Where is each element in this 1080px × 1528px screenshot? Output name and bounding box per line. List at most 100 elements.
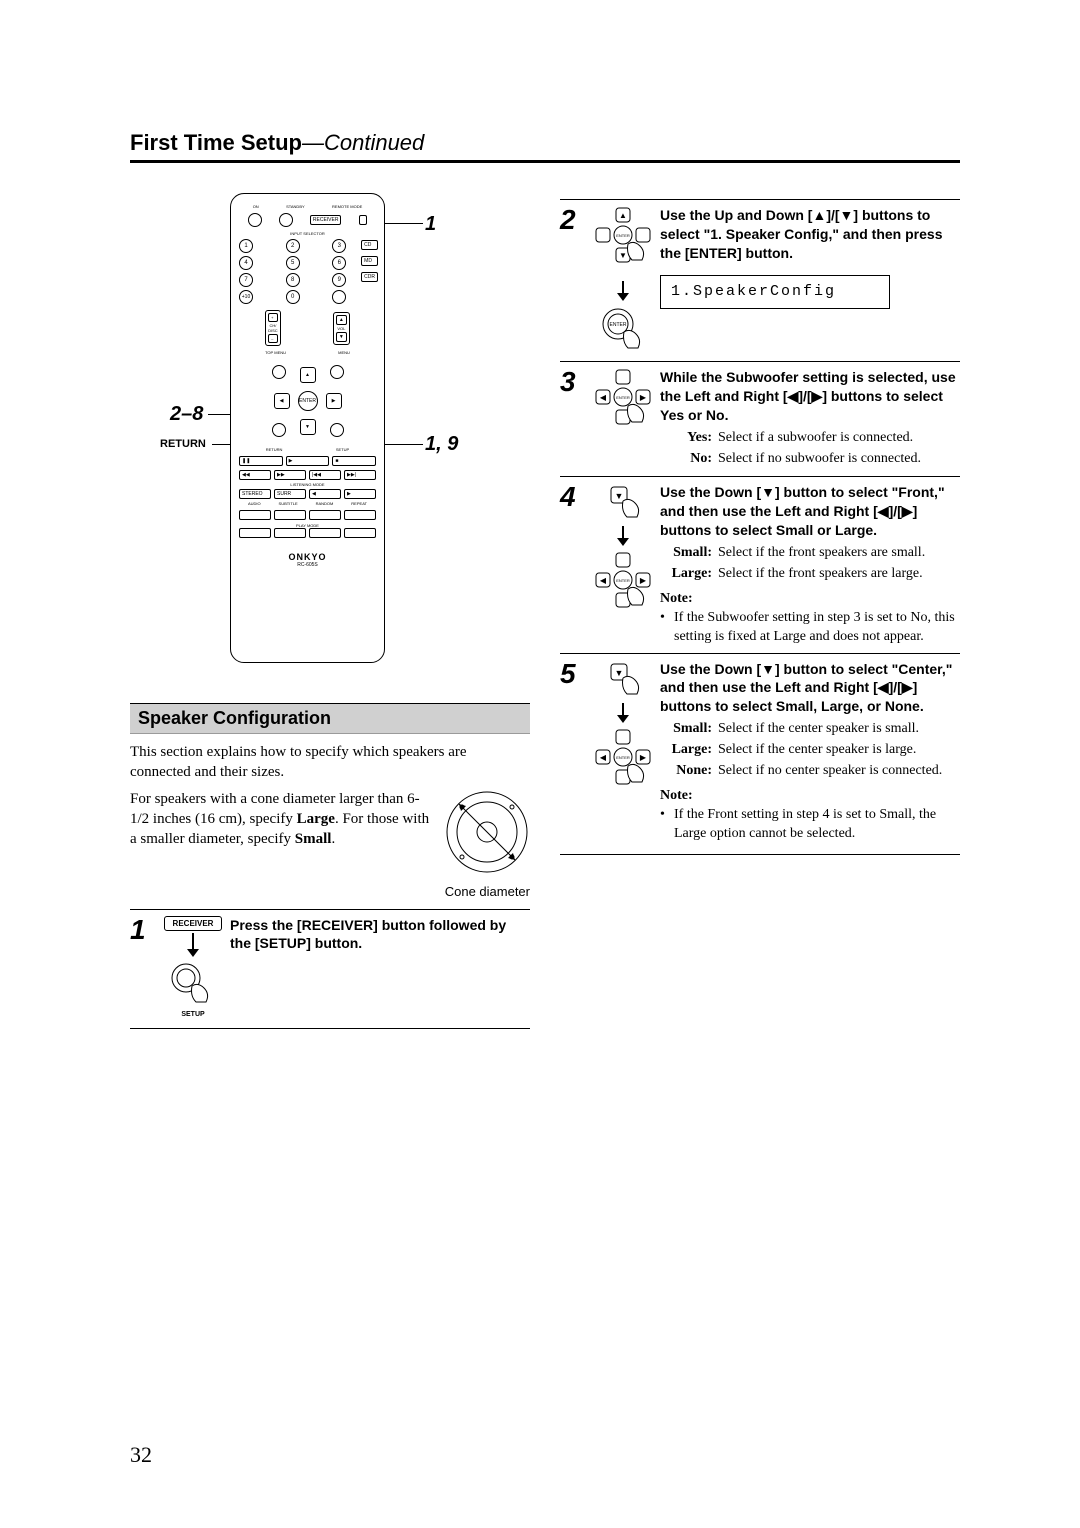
def-desc: Select if no center speaker is connected… (718, 762, 960, 781)
step-5-small-row: Small: Select if the center speaker is s… (660, 720, 960, 739)
down-triangle-icon: ▼ (761, 484, 775, 500)
step-2-icons: ▲ ENTER ▼ ENTER (594, 206, 652, 355)
page-number: 32 (130, 1442, 152, 1468)
step-5-note-text: If the Front setting in step 4 is set to… (674, 806, 960, 844)
para2-small: Small (295, 831, 332, 847)
def-term: No: (660, 450, 718, 469)
svg-text:ENTER: ENTER (616, 578, 630, 583)
step-4: 4 ▼ ◀ ENTER ▶ (560, 476, 960, 646)
step-1-icons: RECEIVER SETUP (164, 916, 222, 1018)
down-press-icon: ▼ (601, 660, 645, 700)
step-2-head: Use the Up and Down [▲]/[▼] buttons to s… (660, 206, 960, 263)
step-4-number: 4 (560, 483, 586, 646)
callout-2-8: 2–8 (170, 403, 203, 426)
down-triangle-icon: ▼ (761, 661, 775, 677)
receiver-button-icon: RECEIVER (164, 916, 222, 931)
para2c: . (331, 831, 335, 847)
svg-text:ENTER: ENTER (616, 755, 630, 760)
lcd-display: 1.SpeakerConfig (660, 275, 890, 309)
def-term: Small: (660, 544, 718, 563)
def-term: Large: (660, 741, 718, 760)
svg-text:◀: ◀ (600, 393, 607, 402)
right-column: 2 ▲ ENTER ▼ ENTER (560, 193, 960, 1029)
step-3-yes-row: Yes: Select if a subwoofer is connected. (660, 429, 960, 448)
step-5-note-label: Note: (660, 787, 960, 806)
svg-text:ENTER: ENTER (616, 395, 630, 400)
def-term: Large: (660, 565, 718, 584)
callout-1-9-line (385, 444, 423, 445)
step-3: 3 ◀ ENTER ▶ While the Subwoofer setting … (560, 361, 960, 470)
step-3-icons: ◀ ENTER ▶ (594, 368, 652, 470)
left-triangle-icon: ◀ (878, 679, 889, 695)
svg-text:▼: ▼ (619, 251, 627, 260)
two-column-layout: 1 2–8 RETURN 1, 9 ONSTANDBYREMOTE MODE R… (130, 193, 960, 1029)
step-4-note-label: Note: (660, 590, 960, 609)
svg-text:▼: ▼ (615, 668, 624, 678)
header-title: First Time Setup (130, 130, 302, 155)
return-label: RETURN (160, 438, 206, 450)
down-triangle-icon: ▼ (840, 207, 854, 223)
svg-text:▲: ▲ (619, 211, 627, 220)
step-4-large-row: Large: Select if the front speakers are … (660, 565, 960, 584)
step-5-number: 5 (560, 660, 586, 844)
step-5-note-bullet: If the Front setting in step 4 is set to… (660, 806, 960, 844)
section-para-1: This section explains how to specify whi… (130, 742, 530, 783)
arrow-down-icon (603, 703, 643, 725)
def-desc: Select if a subwoofer is connected. (718, 429, 960, 448)
def-term: None: (660, 762, 718, 781)
cone-caption: Cone diameter (444, 884, 530, 899)
right-triangle-icon: ▶ (812, 388, 823, 404)
header-continued: —Continued (302, 130, 424, 155)
right-triangle-icon: ▶ (902, 503, 913, 519)
svg-text:◀: ◀ (600, 753, 607, 762)
step-5: 5 ▼ ◀ ENTER ▶ (560, 653, 960, 855)
cone-row: For speakers with a cone diameter larger… (130, 789, 530, 899)
def-desc: Select if the center speaker is large. (718, 741, 960, 760)
def-term: Yes: (660, 429, 718, 448)
callout-1-line (385, 223, 423, 224)
step-2: 2 ▲ ENTER ▼ ENTER (560, 199, 960, 355)
step-5-none-row: None: Select if no center speaker is con… (660, 762, 960, 781)
page-header: First Time Setup—Continued (130, 130, 960, 163)
def-desc: Select if the center speaker is small. (718, 720, 960, 739)
down-press-icon: ▼ (601, 483, 645, 523)
remote-control-icon: ONSTANDBYREMOTE MODE RECEIVER INPUT SELE… (230, 193, 385, 663)
step-4-note-bullet: If the Subwoofer setting in step 3 is se… (660, 609, 960, 647)
arrow-down-icon (603, 281, 643, 303)
def-desc: Select if no subwoofer is connected. (718, 450, 960, 469)
step-3-number: 3 (560, 368, 586, 470)
section-para-2: For speakers with a cone diameter larger… (130, 789, 434, 850)
step-3-head: While the Subwoofer setting is selected,… (660, 368, 960, 425)
step-4-note-text: If the Subwoofer setting in step 3 is se… (674, 609, 960, 647)
arrow-down-icon (173, 931, 213, 959)
left-triangle-icon: ◀ (788, 388, 799, 404)
dpad-icon: ◀ ENTER ▶ (594, 728, 652, 794)
step-5-large-row: Large: Select if the center speaker is l… (660, 741, 960, 760)
up-triangle-icon: ▲ (812, 207, 826, 223)
section-title: Speaker Configuration (130, 703, 530, 734)
svg-text:▼: ▼ (615, 491, 624, 501)
step-4-head: Use the Down [▼] button to select "Front… (660, 483, 960, 540)
step-5-head: Use the Down [▼] button to select "Cente… (660, 660, 960, 717)
step-4-small-row: Small: Select if the front speakers are … (660, 544, 960, 563)
dpad-icon: ▲ ENTER ▼ (594, 206, 652, 272)
step-1-text: Press the [RECEIVER] button followed by … (230, 916, 530, 954)
step-4-icons: ▼ ◀ ENTER ▶ (594, 483, 652, 646)
left-column: 1 2–8 RETURN 1, 9 ONSTANDBYREMOTE MODE R… (130, 193, 530, 1029)
def-term: Small: (660, 720, 718, 739)
step-5-icons: ▼ ◀ ENTER ▶ (594, 660, 652, 844)
svg-text:▶: ▶ (640, 753, 647, 762)
remote-illustration-block: 1 2–8 RETURN 1, 9 ONSTANDBYREMOTE MODE R… (130, 193, 530, 683)
dpad-icon: ◀ ENTER ▶ (594, 368, 652, 434)
svg-text:◀: ◀ (600, 576, 607, 585)
right-triangle-icon: ▶ (902, 679, 913, 695)
svg-text:ENTER: ENTER (616, 233, 630, 238)
arrow-down-icon (603, 526, 643, 548)
step-2-number: 2 (560, 206, 586, 355)
left-triangle-icon: ◀ (878, 503, 889, 519)
step-1-number: 1 (130, 916, 156, 1018)
dpad-icon: ◀ ENTER ▶ (594, 551, 652, 617)
svg-text:▶: ▶ (640, 393, 647, 402)
callout-1-9: 1, 9 (425, 433, 458, 456)
enter-press-icon: ENTER (598, 306, 648, 352)
